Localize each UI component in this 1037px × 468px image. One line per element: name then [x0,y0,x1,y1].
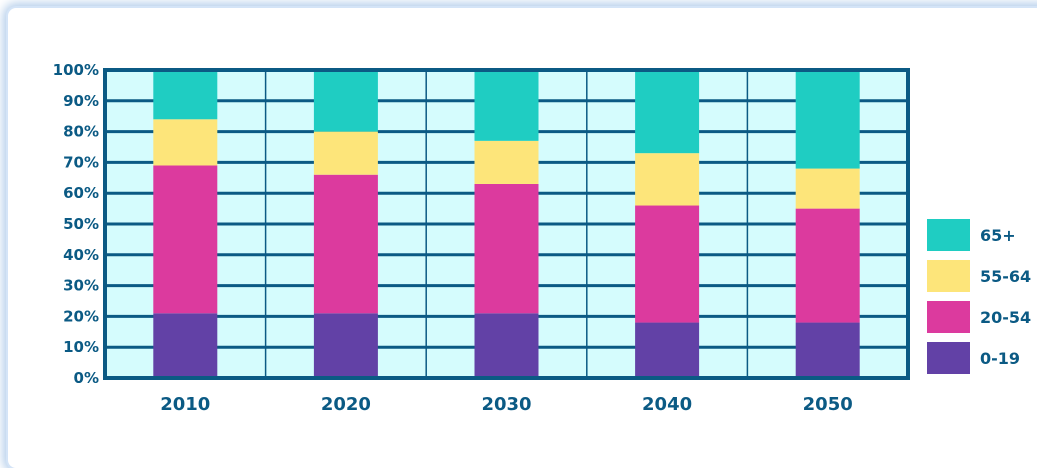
bar-segment-0-19-2040 [635,322,700,378]
x-tick-label: 2050 [803,394,853,415]
legend-swatch-65+ [927,219,970,251]
x-tick-label: 2030 [481,394,531,415]
bar-segment-55-64-2040 [635,153,700,206]
y-tick-label: 40% [63,246,99,264]
bar-segment-20-54-2040 [635,205,700,323]
y-tick-label: 100% [53,61,99,79]
bar-segment-55-64-2020 [313,131,378,175]
y-tick-label: 70% [63,153,99,171]
y-tick-label: 90% [63,92,99,110]
legend-label-55-64: 55-64 [980,267,1031,286]
y-tick-label: 20% [63,307,99,325]
y-tick-label: 10% [63,338,99,356]
bar-segment-65+-2030 [474,70,539,141]
bars [153,70,860,378]
x-tick-label: 2040 [642,394,692,415]
bar-segment-65+-2020 [313,70,378,132]
bar-segment-0-19-2020 [313,313,378,378]
bar-segment-20-54-2030 [474,183,539,314]
bar-segment-20-54-2050 [795,208,860,323]
legend-swatch-20-54 [927,301,970,333]
bar-segment-0-19-2030 [474,313,539,378]
y-axis-ticks: 0% 10% 20% 30% 40% 50% 60% 70% 80% 90% 100% [53,61,99,387]
x-tick-label: 2020 [321,394,371,415]
bar-segment-0-19-2050 [795,322,860,378]
plot-frame [103,68,910,380]
bar-segment-55-64-2030 [474,140,539,184]
y-tick-label: 30% [63,277,99,295]
legend: 65+ 55-64 20-54 0-19 [927,219,1031,374]
x-tick-label: 2010 [160,394,210,415]
y-tick-label: 80% [63,123,99,141]
y-tick-label: 0% [74,369,99,387]
legend-label-65+: 65+ [980,226,1016,245]
bar-segment-55-64-2050 [795,168,860,209]
y-tick-label: 60% [63,184,99,202]
bar-segment-20-54-2010 [153,165,218,314]
stacked-bar-chart: 0%10%20%30%40%50%60%70%80%90%100% 2010 20… [53,61,1032,415]
legend-label-0-19: 0-19 [980,349,1020,368]
bar-segment-65+-2010 [153,70,218,120]
bar-segment-65+-2050 [795,70,860,169]
bar-segment-20-54-2020 [313,174,378,314]
legend-swatch-55-64 [927,260,970,292]
legend-label-20-54: 20-54 [980,308,1031,327]
x-axis-ticks: 2010 2020 2030 2040 2050 [160,394,853,415]
bar-segment-0-19-2010 [153,313,218,378]
y-tick-label: 50% [63,215,99,233]
bar-segment-65+-2040 [635,70,700,154]
legend-swatch-0-19 [927,342,970,374]
bar-segment-55-64-2010 [153,119,218,166]
